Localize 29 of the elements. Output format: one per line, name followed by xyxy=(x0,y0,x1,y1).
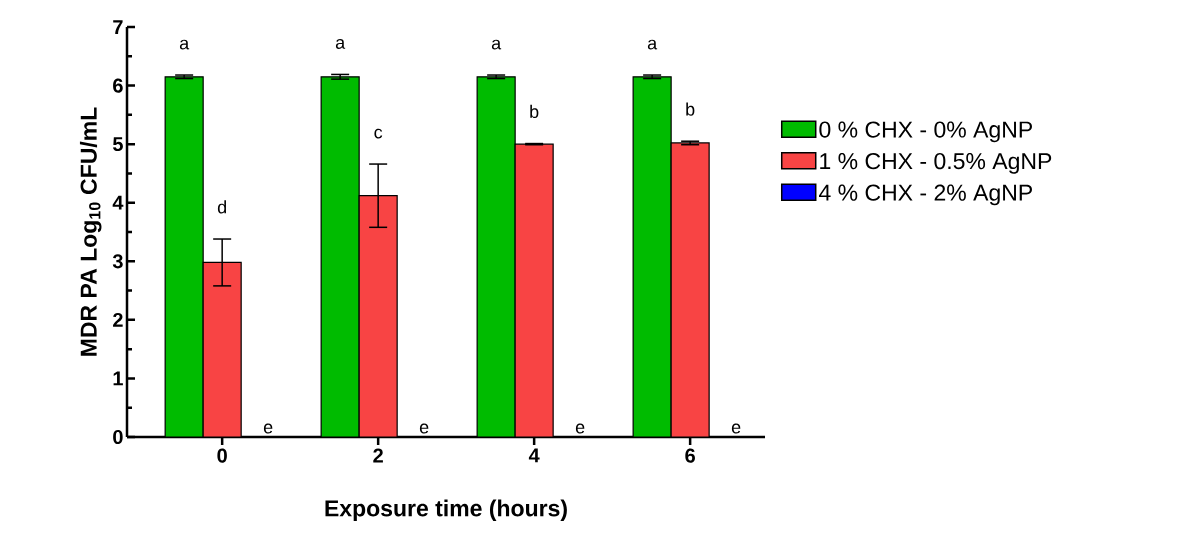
annotation: a xyxy=(335,39,346,49)
annotation: a xyxy=(647,39,658,50)
annotation: c xyxy=(374,128,383,139)
annotation: a xyxy=(179,39,190,50)
annotation: d xyxy=(217,200,226,214)
legend-label: 4 % CHX - 2% AgNP xyxy=(819,184,1032,206)
annotation: e xyxy=(575,423,585,434)
annotation: b xyxy=(530,104,539,119)
y-tick-label: 2 xyxy=(113,312,123,327)
y-tick-label: 7 xyxy=(113,20,123,34)
y-tick-label: 0 xyxy=(113,429,123,445)
x-axis-title: Exposure time (hours) xyxy=(325,499,567,521)
x-tick-label: 0 xyxy=(217,448,227,463)
x-tick-label: 2 xyxy=(373,448,383,463)
annotation: b xyxy=(686,102,695,116)
y-tick-label: 4 xyxy=(112,195,124,210)
y-tick-label: 1 xyxy=(113,371,123,386)
y-tick-label: 5 xyxy=(112,137,123,152)
x-tick-label: 4 xyxy=(528,448,540,463)
annotation: e xyxy=(731,423,741,434)
y-tick-label: 3 xyxy=(112,254,123,269)
y-tick-label: 6 xyxy=(113,78,123,93)
x-tick-label: 6 xyxy=(685,448,695,463)
legend-label: 0 % CHX - 0% AgNP xyxy=(819,121,1032,143)
annotation: e xyxy=(263,423,273,434)
annotation: a xyxy=(491,39,502,50)
annotation: e xyxy=(419,423,429,434)
y-axis-title: MDR PA Log$_{10}$ CFU/mL xyxy=(79,107,102,356)
legend-label: 1 % CHX - 0.5% AgNP xyxy=(820,152,1052,174)
